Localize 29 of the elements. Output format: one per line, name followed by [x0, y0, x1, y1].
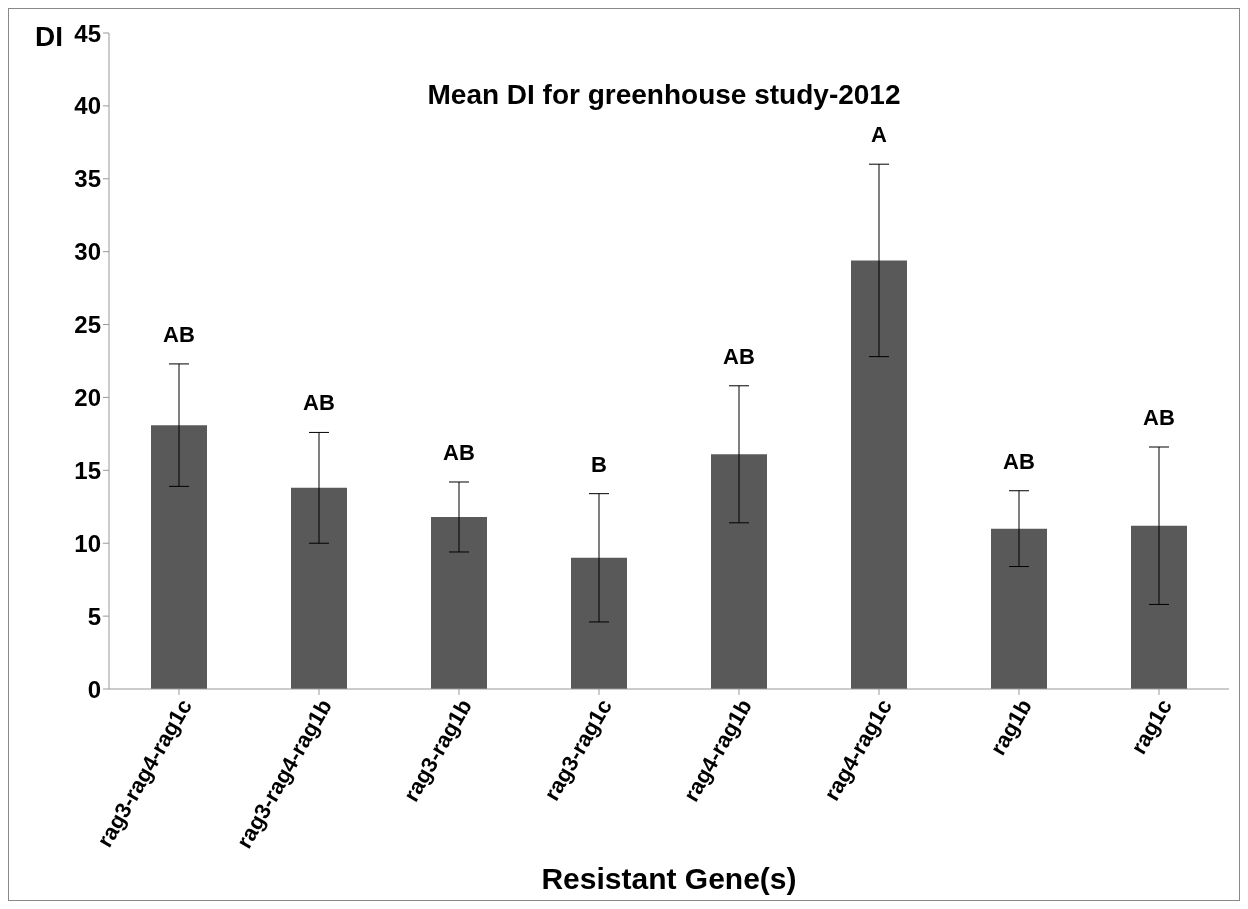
annotation: AB: [723, 343, 755, 369]
y-tick-label: 5: [87, 602, 101, 630]
text: Mean DI for greenhouse study-2012: [427, 79, 901, 110]
y-tick-label: 15: [74, 456, 101, 484]
y-tick-label: 25: [74, 311, 101, 339]
annotation: B: [591, 451, 607, 477]
y-axis-title: DI: [35, 21, 63, 53]
y-tick-label: 40: [74, 92, 101, 120]
x-axis-title: Resistant Gene(s): [541, 862, 797, 895]
bar: [431, 516, 487, 689]
bar: [151, 425, 207, 689]
y-tick-label: 0: [87, 675, 101, 703]
bar: [1131, 525, 1187, 689]
annotation: AB: [303, 390, 335, 416]
y-tick-label: 10: [74, 529, 101, 557]
y-tick-label: 35: [74, 165, 101, 193]
bar: [991, 528, 1047, 689]
bar: [711, 454, 767, 689]
annotation: A: [871, 122, 888, 148]
y-tick-label: 45: [74, 19, 101, 47]
y-tick-label: 30: [74, 238, 101, 266]
annotation: AB: [443, 440, 475, 465]
annotation: AB: [1143, 405, 1175, 431]
annotation: AB: [1003, 448, 1035, 474]
bar: [291, 487, 347, 689]
y-tick-label: 20: [74, 383, 101, 411]
bar: [851, 260, 907, 689]
bar: [571, 557, 627, 689]
annotation: AB: [163, 321, 195, 347]
